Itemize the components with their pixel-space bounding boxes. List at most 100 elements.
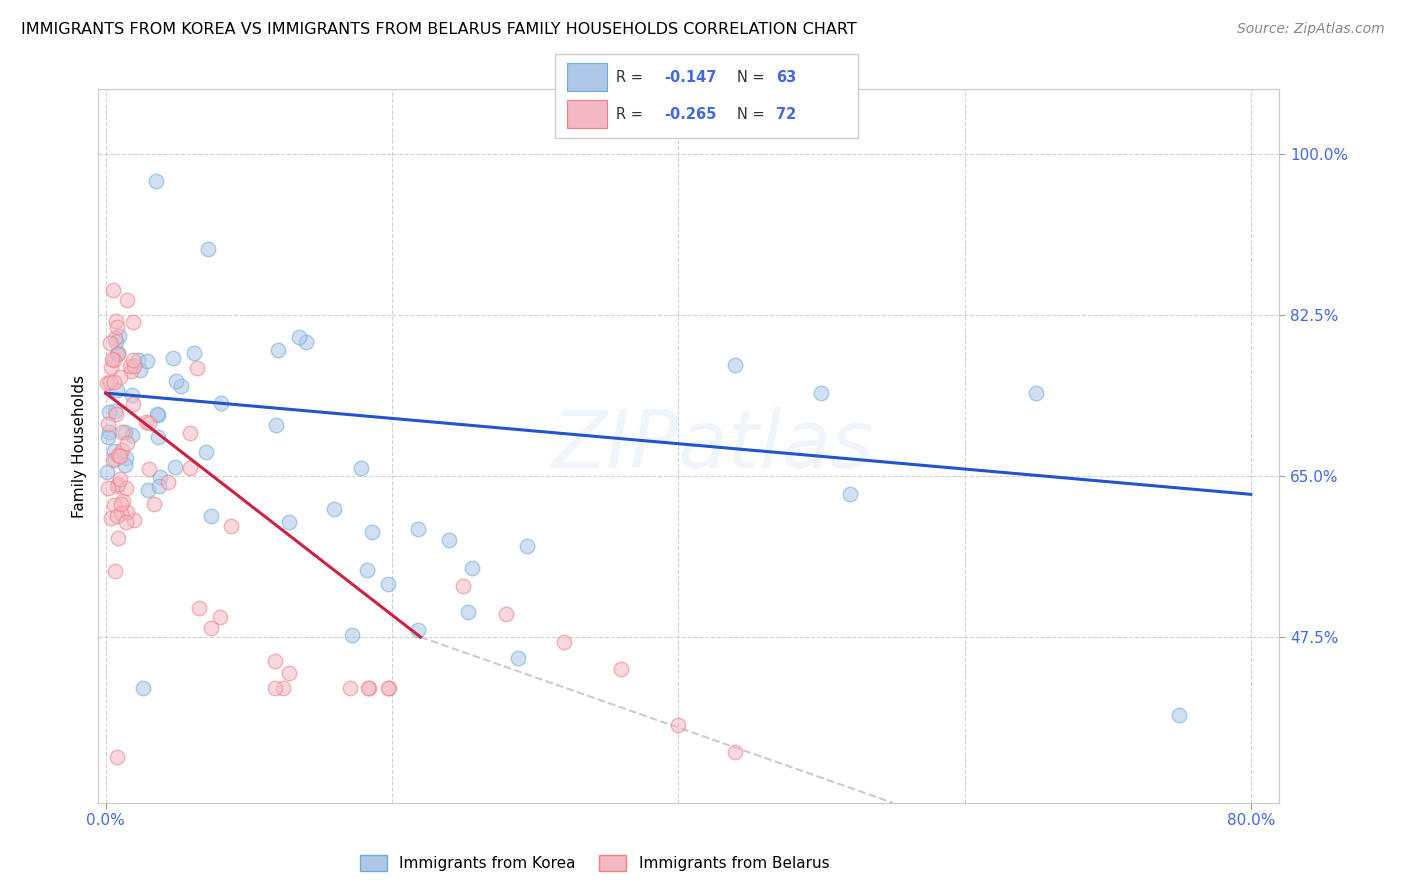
Point — [122, 359, 145, 373]
Point — [195, 445, 218, 459]
Point — [1025, 386, 1047, 401]
Point — [138, 462, 160, 476]
Point — [107, 320, 129, 334]
Point — [610, 662, 633, 676]
Point — [209, 395, 232, 409]
Point — [115, 450, 138, 465]
Legend: Immigrants from Korea, Immigrants from Belarus: Immigrants from Korea, Immigrants from B… — [353, 849, 835, 877]
Point — [461, 560, 484, 574]
Point — [357, 681, 380, 695]
Point — [378, 681, 401, 695]
Point — [114, 458, 136, 472]
Point — [197, 242, 219, 256]
Point — [724, 359, 747, 373]
Point — [136, 483, 159, 497]
Point — [122, 352, 145, 367]
Point — [115, 293, 138, 307]
Text: R =: R = — [616, 70, 647, 85]
Point — [350, 461, 373, 475]
Point — [97, 417, 120, 431]
Point — [264, 654, 287, 668]
Point — [453, 579, 475, 593]
Point — [148, 478, 170, 492]
Point — [208, 610, 231, 624]
Point — [165, 374, 187, 388]
Point — [114, 425, 136, 439]
Text: N =: N = — [737, 70, 769, 85]
Point — [98, 405, 121, 419]
Point — [120, 364, 142, 378]
Point — [361, 525, 384, 540]
FancyBboxPatch shape — [555, 54, 858, 138]
Point — [457, 605, 479, 619]
Point — [111, 425, 134, 439]
Y-axis label: Family Households: Family Households — [72, 375, 87, 517]
Point — [377, 681, 399, 695]
Point — [129, 363, 152, 377]
Point — [122, 397, 145, 411]
Point — [98, 376, 121, 390]
Point — [146, 430, 169, 444]
Point — [323, 501, 346, 516]
Point — [108, 472, 131, 486]
Text: 72: 72 — [776, 107, 796, 122]
Point — [357, 681, 380, 695]
Text: IMMIGRANTS FROM KOREA VS IMMIGRANTS FROM BELARUS FAMILY HOUSEHOLDS CORRELATION C: IMMIGRANTS FROM KOREA VS IMMIGRANTS FROM… — [21, 22, 856, 37]
Point — [406, 522, 429, 536]
Point — [108, 329, 131, 343]
Point — [1168, 708, 1191, 723]
Text: ZIPatlas: ZIPatlas — [551, 407, 873, 485]
Point — [148, 408, 170, 422]
Point — [104, 451, 127, 466]
Point — [278, 666, 301, 681]
Point — [105, 509, 128, 524]
Point — [183, 346, 205, 360]
Point — [107, 346, 129, 360]
Point — [96, 465, 118, 479]
Point — [124, 513, 146, 527]
FancyBboxPatch shape — [568, 100, 607, 128]
Point — [97, 430, 120, 444]
Point — [437, 533, 460, 548]
Point — [295, 334, 318, 349]
Point — [97, 482, 120, 496]
Point — [105, 383, 128, 397]
Point — [111, 494, 134, 508]
Point — [110, 506, 132, 520]
Point — [105, 346, 128, 360]
Point — [108, 449, 131, 463]
Point — [120, 359, 142, 373]
Point — [105, 749, 128, 764]
Point — [121, 388, 143, 402]
Point — [105, 334, 128, 349]
Point — [162, 351, 184, 365]
Point — [145, 174, 167, 188]
Text: R =: R = — [616, 107, 647, 122]
Text: 63: 63 — [776, 70, 796, 85]
Point — [127, 352, 149, 367]
Point — [104, 331, 127, 345]
Point — [115, 435, 138, 450]
Point — [188, 601, 211, 615]
Point — [277, 516, 299, 530]
Point — [103, 498, 125, 512]
Point — [839, 487, 862, 501]
Point — [115, 516, 138, 530]
Point — [111, 442, 134, 457]
Point — [135, 353, 157, 368]
Point — [101, 453, 124, 467]
Point — [179, 460, 201, 475]
Point — [115, 505, 138, 519]
Point — [96, 376, 118, 391]
Point — [122, 315, 145, 329]
Point — [495, 607, 517, 621]
Point — [104, 565, 127, 579]
Point — [724, 745, 747, 759]
Point — [98, 336, 121, 351]
Point — [264, 681, 287, 695]
Point — [100, 360, 122, 375]
Point — [107, 477, 129, 491]
Point — [110, 497, 132, 511]
Point — [105, 314, 128, 328]
Point — [170, 379, 193, 393]
